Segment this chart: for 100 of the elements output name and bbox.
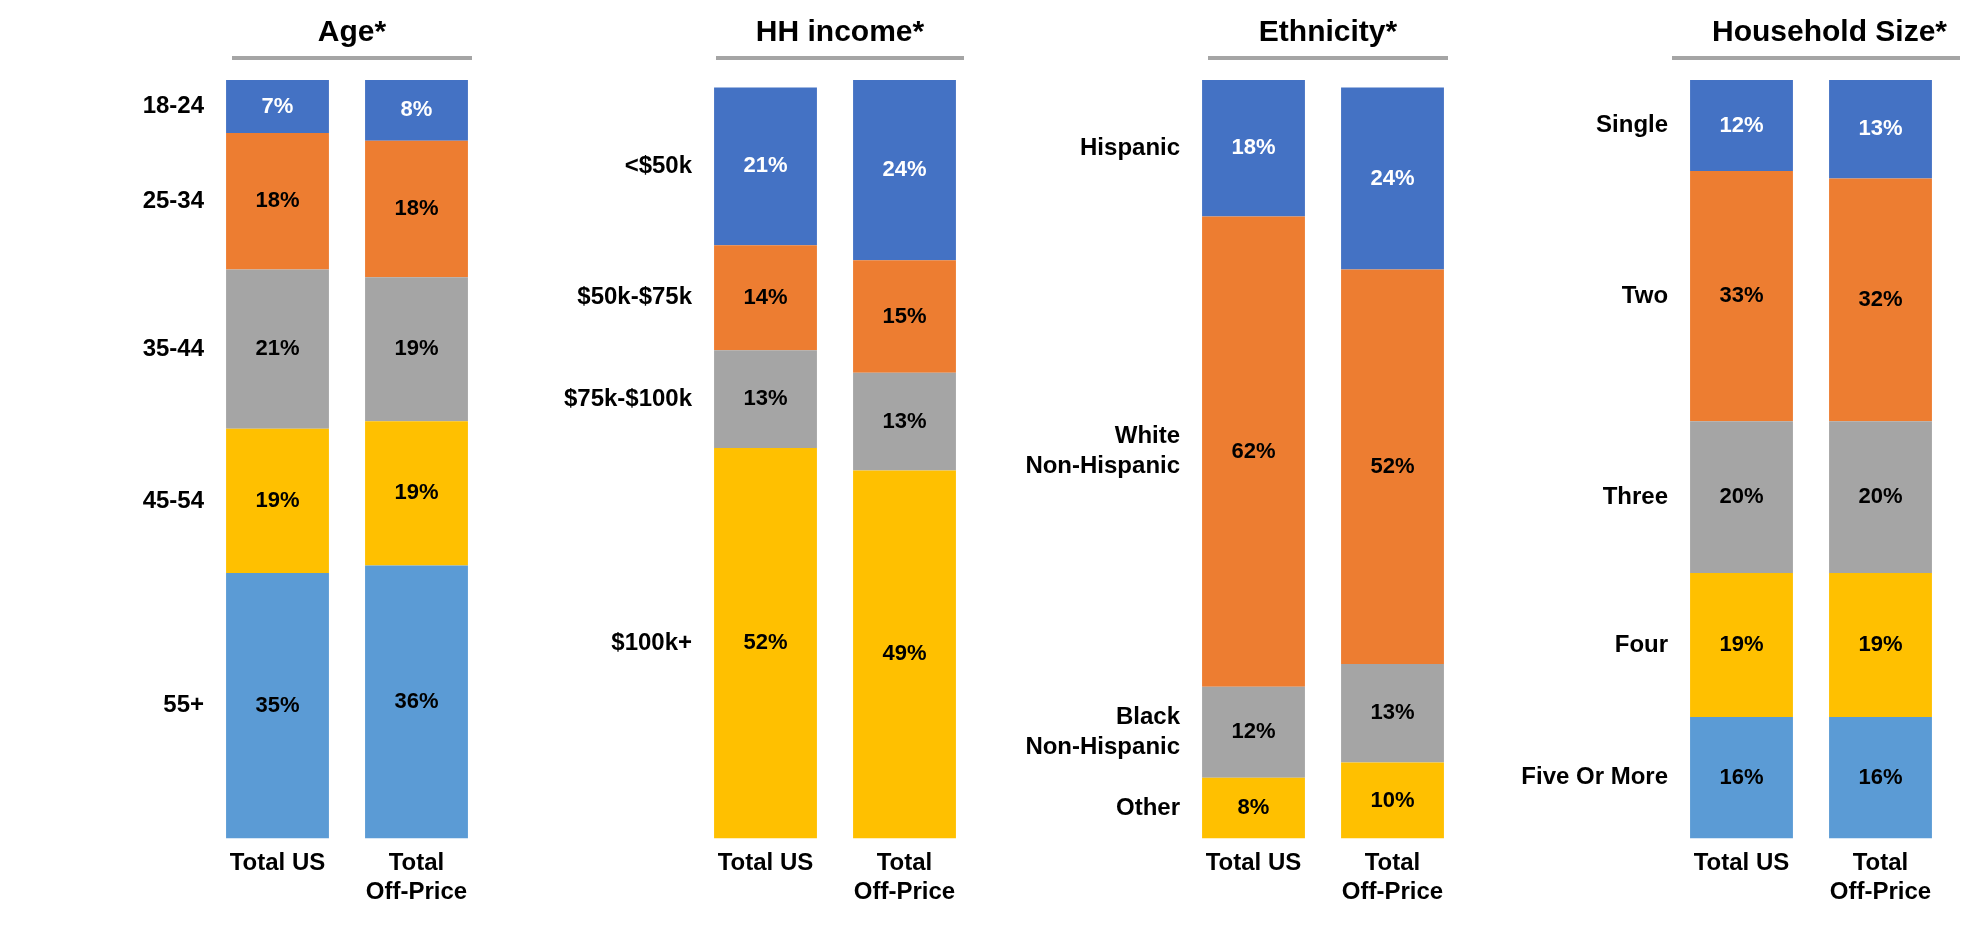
data-label: 10%	[1370, 786, 1415, 812]
chart-title: HH income*	[715, 8, 965, 60]
data-label: 18%	[255, 187, 300, 213]
bar	[1341, 663, 1444, 763]
series-label: Single	[1596, 110, 1669, 138]
chart-title: Household Size*	[1672, 8, 1960, 60]
x-tick-label: Total US	[1693, 848, 1790, 876]
data-label: 14%	[743, 283, 788, 309]
data-label: 19%	[394, 479, 439, 505]
data-label: 24%	[882, 156, 927, 182]
bar	[1341, 762, 1444, 839]
data-label: 7%	[261, 92, 294, 118]
x-tick-label: Total US	[229, 848, 326, 876]
series-label: White Non-Hispanic	[1025, 421, 1181, 479]
bar	[1202, 80, 1305, 217]
x-tick-label: Total Off-Price	[365, 848, 468, 905]
bar	[365, 421, 468, 566]
bar	[1829, 572, 1932, 718]
data-label: 21%	[743, 152, 788, 178]
series-label: Hispanic	[1080, 132, 1181, 160]
series-label: Two	[1621, 280, 1669, 308]
bar	[853, 260, 956, 373]
series-label: $75k-$100k	[563, 383, 693, 411]
bar	[1829, 717, 1932, 839]
bar	[714, 350, 817, 448]
series-label: 45-54	[142, 485, 205, 513]
series-label: Black Non-Hispanic	[1025, 701, 1181, 759]
bar	[1690, 572, 1793, 718]
x-tick-label: Total US	[1205, 848, 1302, 876]
bar	[365, 140, 468, 278]
series-label: 55+	[163, 690, 205, 718]
bar	[714, 245, 817, 351]
bar	[1690, 171, 1793, 422]
bar	[1829, 421, 1932, 573]
x-tick-label: Total Off-Price	[1341, 848, 1444, 905]
series-label: Five Or More	[1521, 762, 1669, 790]
data-label: 19%	[1858, 631, 1903, 657]
data-label: 8%	[400, 96, 433, 122]
bar	[1829, 80, 1932, 179]
bar	[1202, 216, 1305, 687]
data-label: 13%	[1370, 699, 1415, 725]
series-label: Three	[1602, 481, 1669, 509]
data-label: 19%	[255, 486, 300, 512]
series-label: 18-24	[142, 91, 205, 119]
series-label: Four	[1614, 629, 1669, 657]
x-tick-label: Total Off-Price	[853, 848, 956, 905]
data-label: 16%	[1719, 763, 1764, 789]
data-label: 52%	[1370, 452, 1415, 478]
bar	[853, 470, 956, 839]
bar	[1690, 421, 1793, 573]
chart-title: Ethnicity*	[1208, 8, 1448, 60]
data-label: 24%	[1370, 164, 1415, 190]
bar	[714, 447, 817, 839]
data-label: 16%	[1858, 763, 1903, 789]
data-label: 33%	[1719, 282, 1764, 308]
data-label: 21%	[255, 335, 300, 361]
data-label: 32%	[1858, 286, 1903, 311]
bar	[365, 565, 468, 839]
bar	[226, 133, 329, 270]
bar	[1202, 686, 1305, 778]
data-label: 19%	[1719, 631, 1764, 657]
series-label: <$50k	[624, 150, 693, 178]
data-label: 20%	[1858, 483, 1903, 509]
data-label: 8%	[1237, 794, 1270, 820]
x-tick-label: Total Off-Price	[1829, 848, 1932, 905]
bar	[714, 87, 817, 246]
series-label: 25-34	[142, 185, 205, 213]
data-label: 19%	[394, 335, 439, 361]
data-label: 62%	[1231, 437, 1276, 463]
data-label: 13%	[743, 385, 788, 411]
data-label: 20%	[1719, 483, 1764, 509]
bar	[1341, 269, 1444, 664]
bar	[1829, 178, 1932, 422]
bar	[1690, 80, 1793, 172]
bar	[1690, 717, 1793, 839]
bar	[365, 80, 468, 141]
data-label: 12%	[1231, 718, 1276, 744]
bar	[365, 277, 468, 422]
data-label: 49%	[882, 640, 927, 666]
data-label: 18%	[1231, 134, 1276, 160]
chart-title: Age*	[232, 8, 472, 60]
bar	[226, 572, 329, 839]
data-label: 15%	[882, 302, 927, 328]
data-label: 36%	[394, 687, 439, 713]
bar	[1341, 87, 1444, 270]
data-label: 12%	[1719, 111, 1764, 137]
data-label: 18%	[394, 194, 439, 220]
bar	[853, 80, 956, 261]
data-label: 13%	[1858, 115, 1903, 141]
bar	[226, 80, 329, 134]
data-label: 52%	[743, 629, 788, 655]
x-tick-label: Total US	[717, 848, 814, 876]
bar	[853, 372, 956, 471]
bar	[226, 428, 329, 573]
series-label: Other	[1116, 792, 1181, 820]
data-label: 13%	[882, 407, 927, 433]
bar	[1202, 777, 1305, 839]
series-label: $100k+	[611, 627, 693, 655]
series-label: $50k-$75k	[577, 282, 693, 310]
bar	[226, 269, 329, 429]
